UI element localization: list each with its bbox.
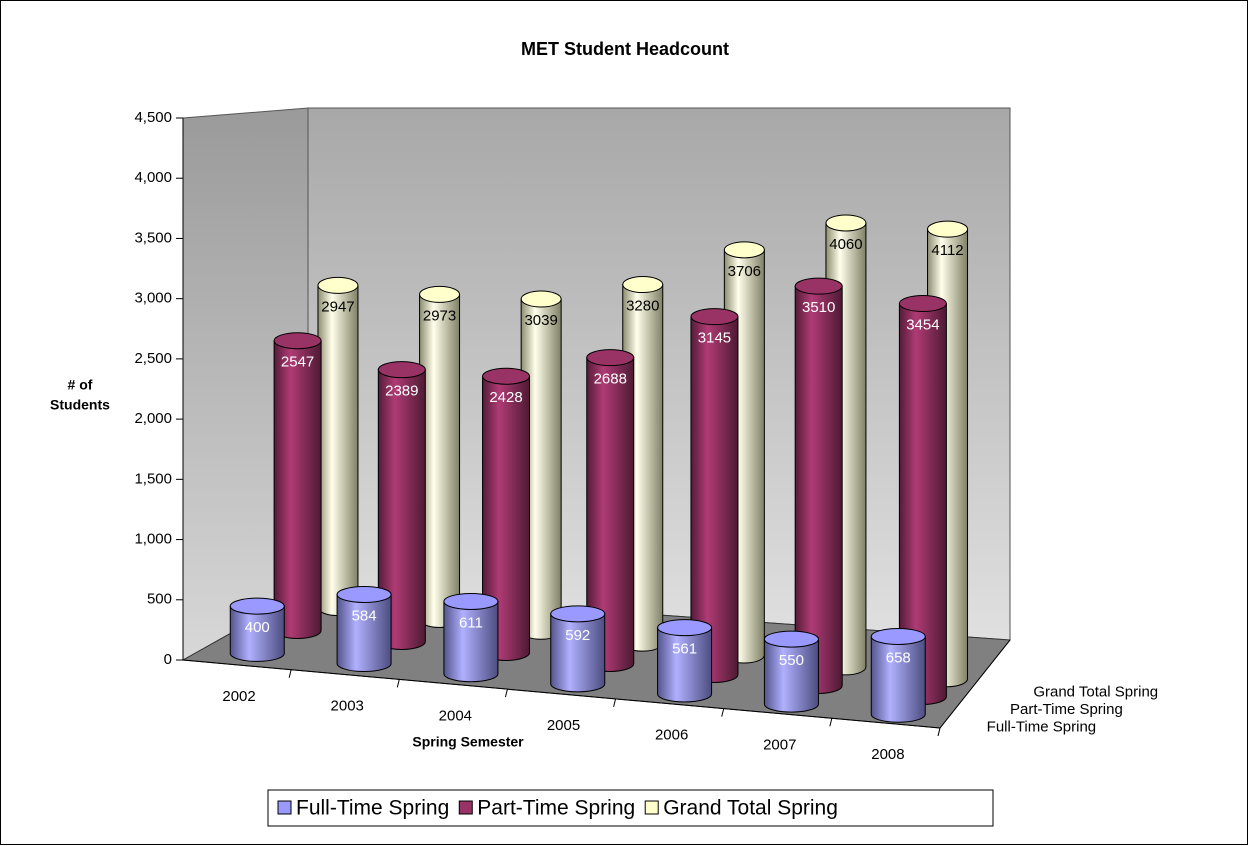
y-tick-label: 2,500 xyxy=(134,350,172,367)
y-tick-label: 1,000 xyxy=(134,531,172,548)
cylinder-top xyxy=(870,627,926,645)
data-label: 3510 xyxy=(802,299,835,316)
data-label: 561 xyxy=(672,641,697,658)
data-label: 400 xyxy=(245,619,270,636)
data-label: 3454 xyxy=(906,316,939,333)
y-axis-label: # of xyxy=(68,377,93,393)
cylinder-top xyxy=(690,308,739,326)
x-tick xyxy=(288,669,292,678)
cylinder-top xyxy=(377,361,426,379)
cylinder xyxy=(550,613,606,693)
cylinder-top xyxy=(336,586,392,604)
y-tick-label: 1,500 xyxy=(134,470,172,487)
cylinder-top xyxy=(723,241,765,259)
cylinder-top xyxy=(520,290,562,308)
x-tick xyxy=(721,708,725,717)
cylinder-top xyxy=(482,367,531,385)
cylinder xyxy=(336,594,392,673)
y-tick-label: 3,500 xyxy=(134,229,172,246)
cylinder-top xyxy=(622,276,664,294)
data-label: 2688 xyxy=(594,371,627,388)
legend-label: Part-Time Spring xyxy=(477,797,635,820)
y-tick-label: 2,000 xyxy=(134,410,172,427)
cylinder-top xyxy=(317,276,359,294)
data-label: 3039 xyxy=(524,312,557,329)
data-label: 658 xyxy=(886,649,911,666)
legend-swatch xyxy=(458,800,473,815)
x-tick xyxy=(613,698,617,707)
cylinder xyxy=(273,340,322,639)
cylinder-top xyxy=(825,214,867,232)
y-tick-label: 3,000 xyxy=(134,290,172,307)
cylinder xyxy=(229,605,285,662)
x-tick-label: 2008 xyxy=(871,746,904,763)
x-tick xyxy=(396,679,400,688)
data-label: 2973 xyxy=(423,307,456,324)
depth-axis xyxy=(939,639,1011,729)
x-tick-label: 2004 xyxy=(439,707,472,724)
cylinder xyxy=(657,627,713,703)
chart-title: MET Student Headcount xyxy=(521,39,729,59)
cylinder-top xyxy=(898,295,947,313)
depth-label: Full-Time Spring xyxy=(987,718,1096,735)
cylinder-top xyxy=(927,220,969,238)
legend-label: Grand Total Spring xyxy=(663,797,838,820)
cylinder-top xyxy=(443,592,499,610)
cylinder xyxy=(870,635,926,723)
y-tick-label: 500 xyxy=(147,591,172,608)
data-label: 584 xyxy=(352,607,377,624)
data-label: 4060 xyxy=(829,236,862,253)
depth-label: Grand Total Spring xyxy=(1033,684,1158,701)
cylinder-top xyxy=(763,630,819,648)
data-label: 2547 xyxy=(281,354,314,371)
depth-label: Part-Time Spring xyxy=(1010,701,1123,718)
cylinder-top xyxy=(419,285,461,303)
y-tick-label: 4,500 xyxy=(134,109,172,126)
cylinder-top xyxy=(794,277,843,295)
cylinder xyxy=(763,638,819,713)
data-label: 3706 xyxy=(728,263,761,280)
cylinder xyxy=(443,600,499,683)
cylinder-top xyxy=(586,349,635,367)
y-tick-label: 0 xyxy=(164,651,172,668)
legend-label: Full-Time Spring xyxy=(296,797,449,820)
data-label: 2947 xyxy=(321,298,354,315)
cylinder-top xyxy=(273,332,322,350)
x-tick xyxy=(504,689,508,698)
x-tick-label: 2007 xyxy=(763,736,796,753)
x-tick xyxy=(829,718,833,727)
data-label: 3145 xyxy=(698,330,731,347)
x-tick-label: 2002 xyxy=(222,688,255,705)
legend-swatch xyxy=(644,800,659,815)
data-label: 4112 xyxy=(931,242,963,259)
legend-swatch xyxy=(277,800,292,815)
legend xyxy=(267,789,994,827)
x-tick-label: 2005 xyxy=(547,717,580,734)
y-tick-label: 4,000 xyxy=(134,169,172,186)
cylinder xyxy=(317,284,359,617)
y-axis-label: Students xyxy=(50,397,110,413)
data-label: 3280 xyxy=(626,298,659,315)
data-label: 611 xyxy=(459,614,483,631)
data-label: 2389 xyxy=(385,383,418,400)
data-label: 2428 xyxy=(489,389,522,406)
data-label: 550 xyxy=(779,652,804,669)
cylinder-top xyxy=(657,619,713,637)
x-tick-label: 2006 xyxy=(655,727,688,744)
x-tick xyxy=(937,727,941,737)
data-label: 592 xyxy=(565,627,590,644)
x-axis xyxy=(182,659,941,729)
x-axis-label: Spring Semester xyxy=(412,734,524,750)
cylinder-top xyxy=(550,605,606,623)
cylinder-top xyxy=(229,597,285,615)
x-tick-label: 2003 xyxy=(331,698,364,715)
